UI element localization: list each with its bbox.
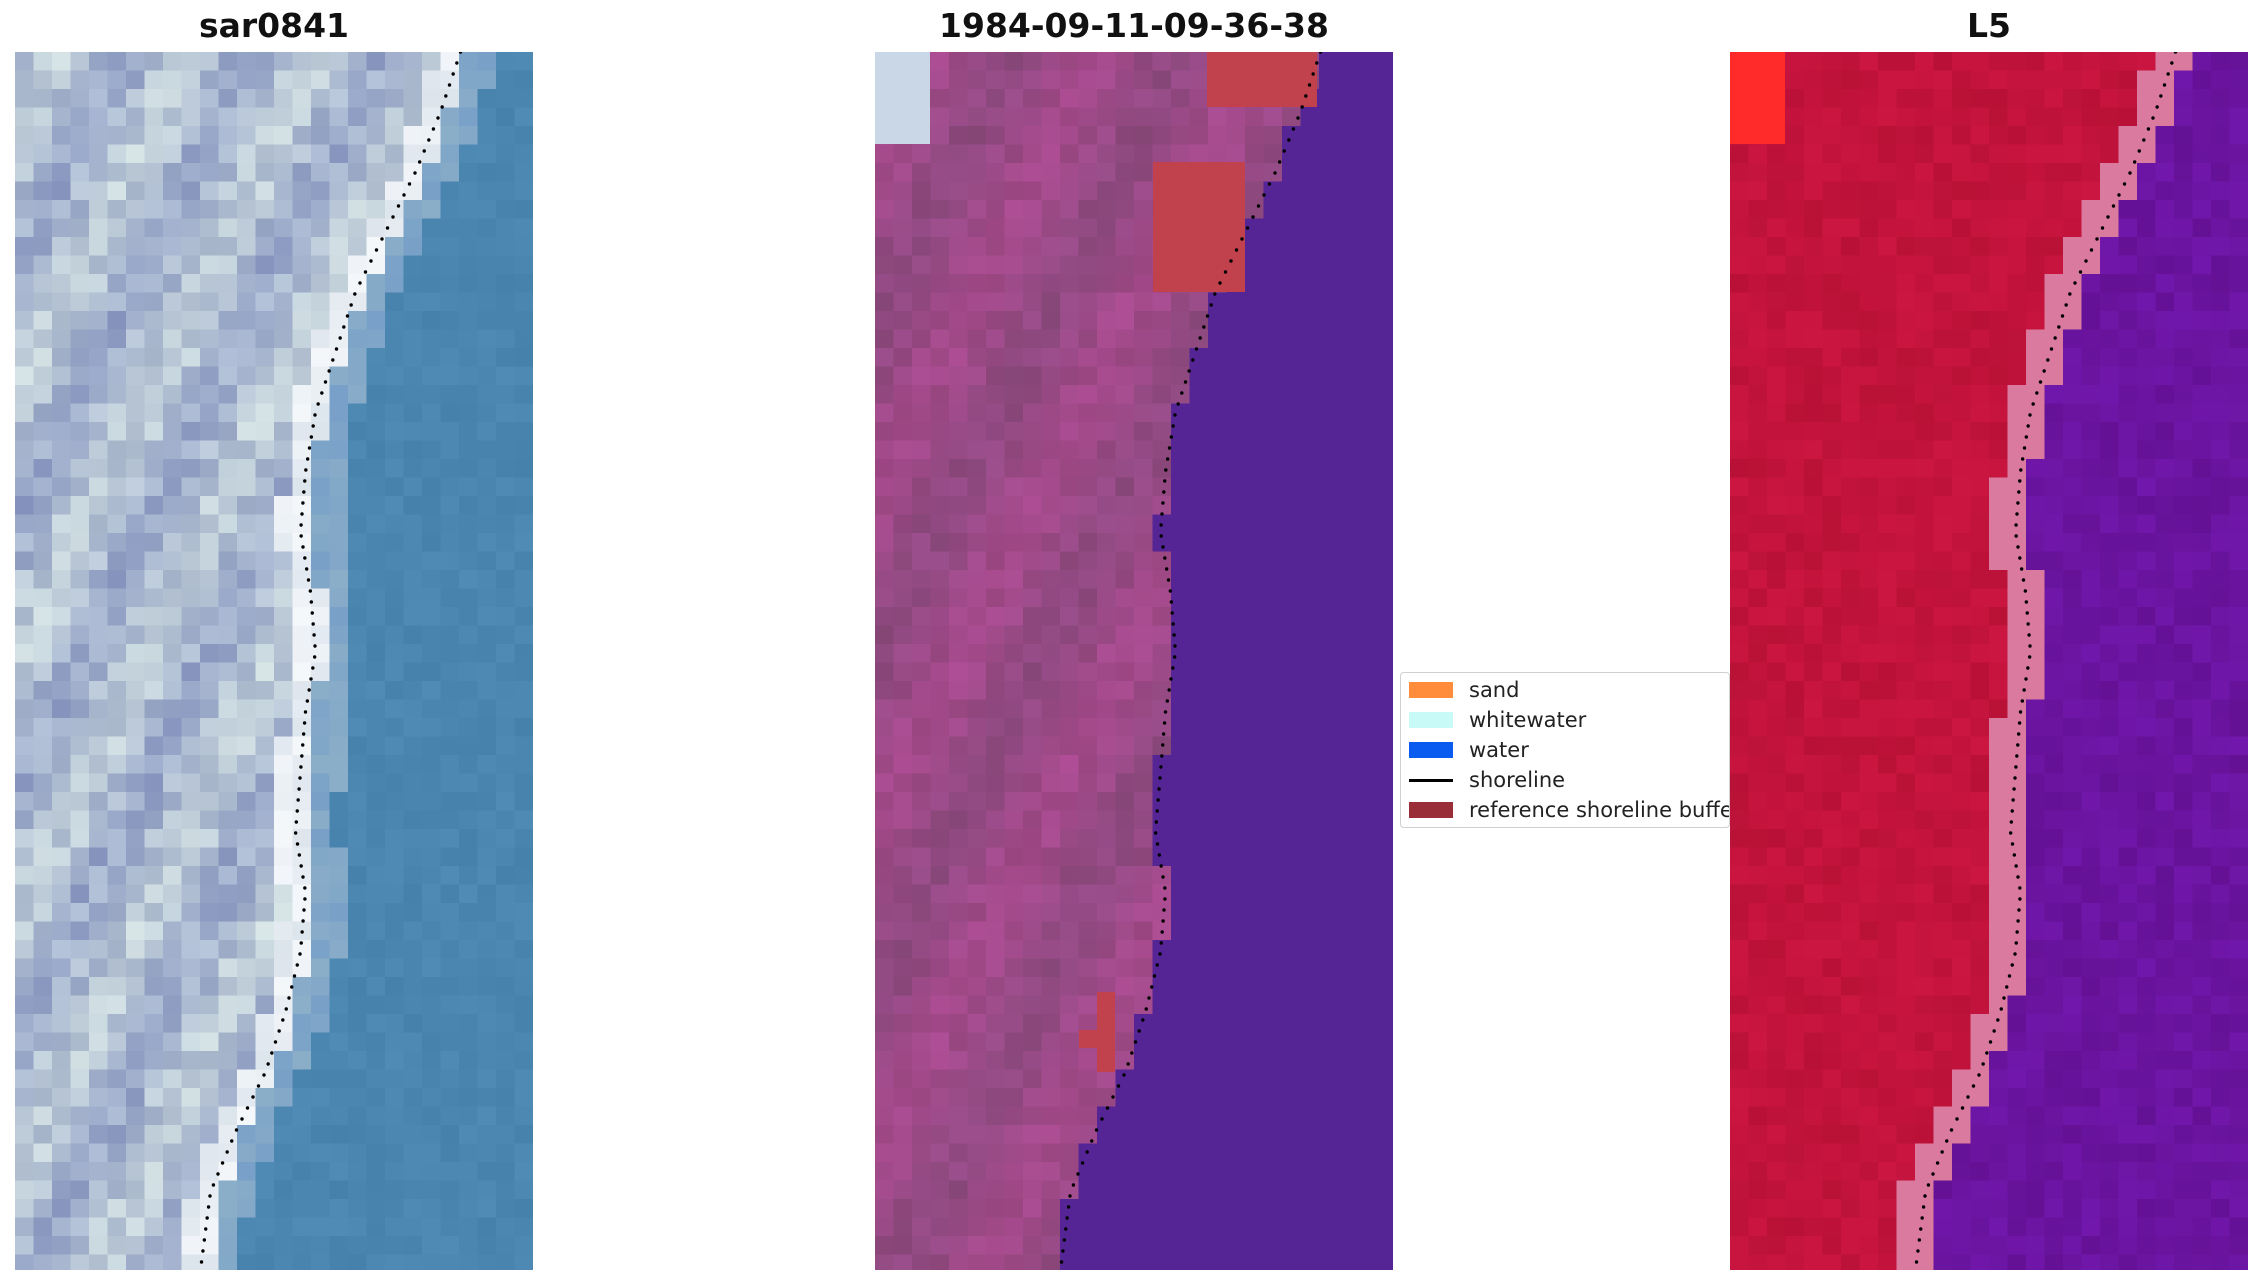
legend-label-shoreline: shoreline: [1469, 768, 1566, 792]
reference-buffer-swatch: [1409, 802, 1453, 818]
legend-item-sand: sand: [1409, 677, 1519, 703]
legend-item-water: water: [1409, 737, 1529, 763]
panel-title-rgb: sar0841: [198, 6, 350, 45]
legend-item-shoreline: shoreline: [1409, 767, 1565, 793]
classified-image: [875, 52, 1393, 1270]
top-left-whitewater-patch: [875, 52, 930, 144]
panel-title-date: 1984-09-11-09-36-38: [939, 6, 1329, 45]
rgb-pixel-grid: [15, 52, 533, 1270]
ndwi-image-panel: [1730, 52, 2248, 1270]
legend: sand whitewater water shoreline referenc…: [1400, 672, 1730, 828]
high-index-patch: [1730, 52, 1785, 144]
reference-buffer-patch-upper: [1153, 162, 1245, 292]
legend-item-whitewater: whitewater: [1409, 707, 1586, 733]
reference-buffer-patch-top: [1207, 52, 1317, 107]
legend-label-sand: sand: [1469, 678, 1520, 702]
water-swatch: [1409, 742, 1453, 758]
reference-buffer-patch-lower: [1097, 992, 1115, 1072]
class-pixel-grid: [875, 52, 1393, 1270]
ndwi-image: [1730, 52, 2248, 1270]
legend-label-water: water: [1469, 738, 1529, 762]
shoreline-line-swatch: [1409, 772, 1453, 788]
shoreline-points: [1914, 52, 2178, 1264]
classified-image-panel: [875, 52, 1393, 1270]
ndwi-pixel-grid: [1730, 52, 2248, 1270]
whitewater-swatch: [1409, 712, 1453, 728]
reference-buffer-pixel-lower: [1079, 1030, 1097, 1048]
sand-swatch: [1409, 682, 1453, 698]
legend-label-whitewater: whitewater: [1469, 708, 1587, 732]
panel-title-satellite: L5: [1967, 6, 2011, 45]
shoreline-points: [199, 52, 463, 1264]
legend-label-reference-buffer: reference shoreline buffer: [1469, 798, 1730, 822]
rgb-image-panel: [15, 52, 533, 1270]
rgb-image: [15, 52, 533, 1270]
shoreline-points: [1059, 52, 1323, 1264]
legend-item-reference-buffer: reference shoreline buffer: [1409, 797, 1730, 823]
